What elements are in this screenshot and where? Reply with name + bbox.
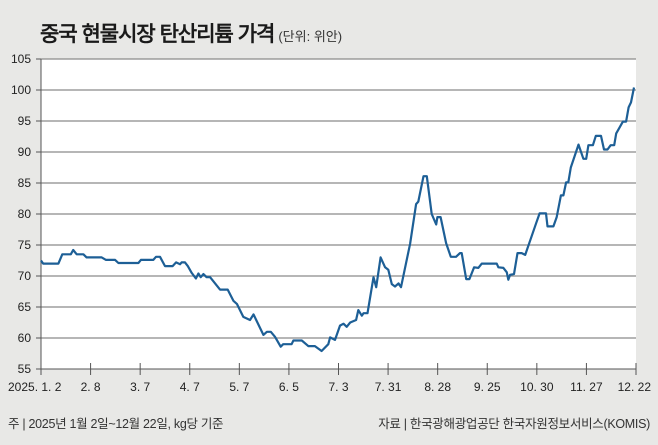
x-tick-label: 4. 7 [180, 380, 200, 394]
x-tick-label: 11. 27 [570, 380, 603, 394]
price-line [40, 87, 636, 353]
y-tick-label: 65 [18, 300, 32, 314]
chart-title: 중국 현물시장 탄산리튬 가격 (단위: 위안) [40, 18, 342, 48]
x-tick-label: 8. 28 [424, 380, 451, 394]
x-axis: 2025. 1. 2 2. 8 3. 7 4. 7 5. 7 6. 5 7. 3 7. 31 8… [8, 363, 651, 394]
unit-label: (단위: 위안) [278, 29, 343, 44]
y-tick-label: 100 [11, 83, 31, 97]
x-tick-label: 2025. 1. 2 [8, 380, 62, 394]
x-tick-label: 12. 22 [618, 380, 652, 394]
y-tick-label: 55 [18, 362, 32, 376]
y-tick-label: 105 [11, 52, 31, 66]
y-tick-label: 60 [18, 331, 32, 345]
y-axis: 55 60 65 70 75 80 85 90 95 100 105 [11, 52, 42, 376]
y-tick-label: 95 [18, 114, 32, 128]
x-tick-label: 10. 30 [520, 380, 554, 394]
y-tick-label: 75 [18, 238, 32, 252]
source-note: 자료 | 한국광해광업공단 한국자원정보서비스(KOMIS) [378, 417, 650, 431]
x-tick-label: 7. 31 [375, 380, 402, 394]
footnote: 주 | 2025년 1월 2일~12월 22일, kg당 기준 [8, 417, 224, 431]
chart-title-text: 중국 현물시장 탄산리튬 가격 [40, 23, 275, 46]
x-tick-label: 5. 7 [229, 380, 249, 394]
gridlines [41, 58, 636, 339]
y-tick-label: 90 [18, 145, 32, 159]
y-tick-label: 70 [18, 269, 32, 283]
x-tick-label: 9. 25 [474, 380, 501, 394]
x-tick-label: 7. 3 [328, 380, 348, 394]
y-tick-label: 85 [18, 176, 32, 190]
series-layer [40, 87, 636, 353]
x-tick-label: 2. 8 [81, 380, 101, 394]
x-tick-label: 6. 5 [279, 380, 299, 394]
x-tick-label: 3. 7 [130, 380, 150, 394]
y-tick-label: 80 [18, 207, 32, 221]
